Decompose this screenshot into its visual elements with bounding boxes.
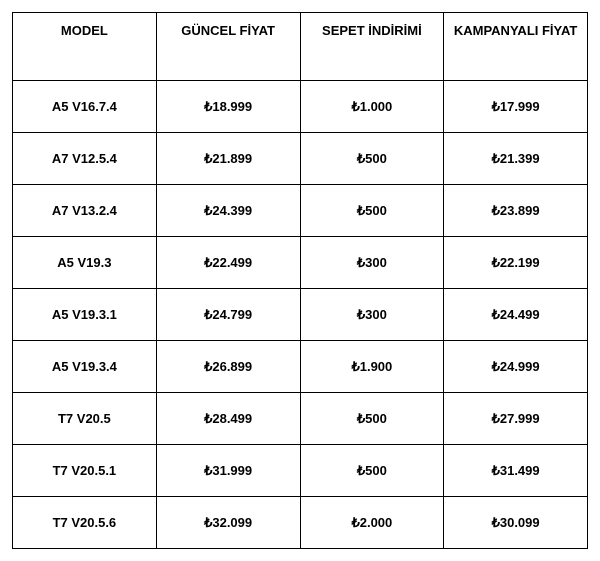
table-row: T7 V20.5.6 ₺32.099 ₺2.000 ₺30.099 <box>13 497 588 549</box>
cell-current-price: ₺18.999 <box>156 81 300 133</box>
cell-model: A5 V19.3.4 <box>13 341 157 393</box>
cell-discount: ₺1.000 <box>300 81 444 133</box>
cell-model: A5 V19.3.1 <box>13 289 157 341</box>
cell-model: T7 V20.5 <box>13 393 157 445</box>
cell-current-price: ₺26.899 <box>156 341 300 393</box>
cell-model: A7 V13.2.4 <box>13 185 157 237</box>
cell-discount: ₺2.000 <box>300 497 444 549</box>
table-header-row: MODEL GÜNCEL FİYAT SEPET İNDİRİMİ KAMPAN… <box>13 13 588 81</box>
cell-discount: ₺1.900 <box>300 341 444 393</box>
table-row: A7 V12.5.4 ₺21.899 ₺500 ₺21.399 <box>13 133 588 185</box>
cell-model: A7 V12.5.4 <box>13 133 157 185</box>
cell-campaign-price: ₺24.499 <box>444 289 588 341</box>
table-row: T7 V20.5.1 ₺31.999 ₺500 ₺31.499 <box>13 445 588 497</box>
col-header-campaign-price: KAMPANYALI FİYAT <box>444 13 588 81</box>
cell-current-price: ₺22.499 <box>156 237 300 289</box>
col-header-current-price: GÜNCEL FİYAT <box>156 13 300 81</box>
cell-discount: ₺500 <box>300 133 444 185</box>
col-header-cart-discount: SEPET İNDİRİMİ <box>300 13 444 81</box>
table-row: A5 V19.3.4 ₺26.899 ₺1.900 ₺24.999 <box>13 341 588 393</box>
cell-model: T7 V20.5.6 <box>13 497 157 549</box>
table-row: A7 V13.2.4 ₺24.399 ₺500 ₺23.899 <box>13 185 588 237</box>
cell-current-price: ₺21.899 <box>156 133 300 185</box>
cell-campaign-price: ₺24.999 <box>444 341 588 393</box>
cell-current-price: ₺28.499 <box>156 393 300 445</box>
cell-model: A5 V16.7.4 <box>13 81 157 133</box>
cell-campaign-price: ₺31.499 <box>444 445 588 497</box>
cell-discount: ₺300 <box>300 289 444 341</box>
table-row: A5 V16.7.4 ₺18.999 ₺1.000 ₺17.999 <box>13 81 588 133</box>
table-row: T7 V20.5 ₺28.499 ₺500 ₺27.999 <box>13 393 588 445</box>
cell-campaign-price: ₺30.099 <box>444 497 588 549</box>
cell-campaign-price: ₺22.199 <box>444 237 588 289</box>
cell-model: A5 V19.3 <box>13 237 157 289</box>
cell-campaign-price: ₺27.999 <box>444 393 588 445</box>
table-row: A5 V19.3 ₺22.499 ₺300 ₺22.199 <box>13 237 588 289</box>
price-table: MODEL GÜNCEL FİYAT SEPET İNDİRİMİ KAMPAN… <box>12 12 588 549</box>
cell-discount: ₺300 <box>300 237 444 289</box>
col-header-model: MODEL <box>13 13 157 81</box>
cell-discount: ₺500 <box>300 393 444 445</box>
cell-current-price: ₺32.099 <box>156 497 300 549</box>
cell-current-price: ₺24.399 <box>156 185 300 237</box>
cell-current-price: ₺31.999 <box>156 445 300 497</box>
cell-campaign-price: ₺23.899 <box>444 185 588 237</box>
cell-campaign-price: ₺21.399 <box>444 133 588 185</box>
table-row: A5 V19.3.1 ₺24.799 ₺300 ₺24.499 <box>13 289 588 341</box>
cell-current-price: ₺24.799 <box>156 289 300 341</box>
cell-discount: ₺500 <box>300 185 444 237</box>
cell-model: T7 V20.5.1 <box>13 445 157 497</box>
cell-campaign-price: ₺17.999 <box>444 81 588 133</box>
cell-discount: ₺500 <box>300 445 444 497</box>
